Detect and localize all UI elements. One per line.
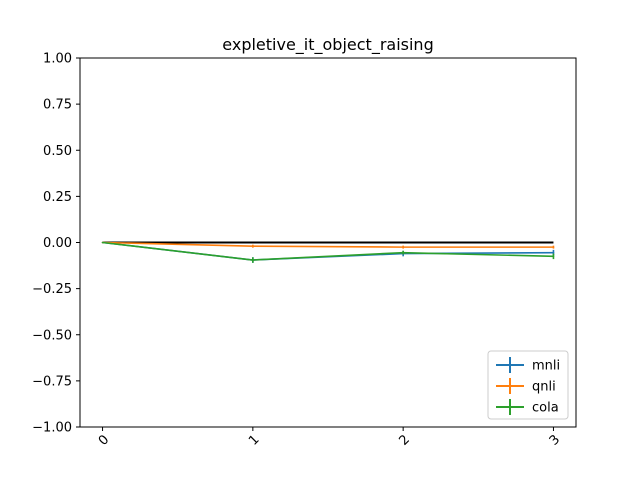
legend-label-qnli: qnli [532,380,556,395]
legend-box [487,350,569,420]
data-point-qnli [552,246,555,248]
legend-label-mnli: mnli [532,359,560,374]
legend-label-cola: cola [532,401,559,416]
plot-area: −1.00 −0.75 −0.50 −0.25 0.00 0.25 0.50 0.75 1.00… [32,52,577,449]
data-point-cola [252,259,254,261]
y-tick-label: 1.00 [43,52,72,67]
data-point-qnli [252,245,254,247]
data-point-cola [552,255,555,258]
y-tick-label: −0.75 [32,374,72,389]
data-point-cola [101,241,104,244]
y-tick-label: 0.50 [43,144,72,159]
y-tick-label: −0.50 [32,328,72,343]
data-point-qnli [402,246,404,248]
data-point-mnli [552,251,555,254]
legend: mnli qnli cola [487,350,569,420]
chart-title: expletive_it_object_raising [222,35,433,55]
series-line-qnli [102,241,554,248]
y-tick-label: 0.25 [43,190,72,205]
y-tick-label: 0.00 [43,236,72,251]
y-tick-label: −0.25 [32,282,72,297]
data-point-cola [402,251,404,254]
y-tick-label: −1.00 [32,421,72,436]
y-tick-label: 0.75 [43,98,72,113]
series-line-cola [102,241,554,261]
